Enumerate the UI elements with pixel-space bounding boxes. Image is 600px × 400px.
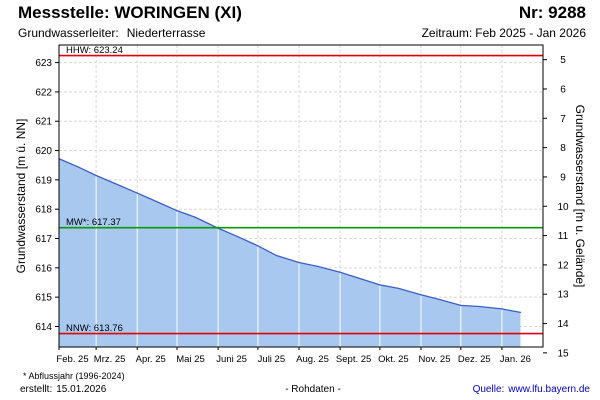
data-point [358,277,360,279]
data-point [298,261,300,264]
data-point [397,287,400,289]
series-area [59,158,521,347]
period-value: Feb 2025 - Jan 2026 [475,26,586,40]
x-tick-label: Aug. 25 [296,354,329,365]
reference-lines-layer: HHW: 623.24 MW*: 617.37 NNW: 613.76 [59,45,543,335]
y-tick-label-right: 12 [557,260,569,271]
data-point [460,304,462,306]
x-tick-label: Mai 25 [176,354,205,365]
data-point [76,166,79,168]
y-tick-label-right: 5 [560,55,566,66]
data-point [275,254,278,257]
data-point [136,192,138,194]
y-tick-label-right: 11 [558,231,569,242]
data-point [420,294,422,296]
source-link[interactable]: www.lfu.bayern.de [508,384,590,395]
data-point [176,210,178,212]
x-tick-label: Juli 25 [258,354,285,365]
footnote: * Abflussjahr (1996-2024) [23,371,125,381]
reference-label-mw: MW*: 617.37 [66,217,121,228]
y-axis-title-left: Grundwasserstand [m ü. NN] [14,119,28,274]
aquifer-value: Niederterrasse [126,26,206,40]
x-tick-label: Sept. 25 [336,354,371,365]
x-tick-label: Feb. 25 [56,354,88,365]
x-tick-label: Nov. 25 [418,354,450,365]
data-point [155,200,157,202]
data-point [236,235,238,237]
y-tick-label-left: 617 [35,234,52,245]
y-tick-label-right: 8 [560,143,566,154]
x-tick-label: Jan. 26 [500,354,531,365]
station-number: Nr: 9288 [518,3,586,22]
period-label: Zeitraum: [421,26,473,40]
data-point [519,311,522,314]
y-tick-label-left: 620 [35,146,52,157]
plot-frame [58,44,544,348]
raw-data-note: - Rohdaten - [285,384,341,395]
x-tick-label: Dez. 25 [458,354,491,365]
data-point [438,298,441,301]
y-tick-label-left: 618 [35,205,52,216]
y-tick-label-left: 614 [35,322,52,333]
data-point [501,308,503,310]
series-layer [58,158,522,347]
data-point [379,284,381,286]
y-axis-title-right: Grundwasserstand [m u. Gelände] [573,105,587,288]
y-tick-label-left: 623 [35,58,52,69]
y-tick-label-right: 13 [557,290,569,301]
source-info[interactable]: Quelle: www.lfu.bayern.de [473,384,590,395]
data-point [478,305,480,308]
y-tick-label-right: 15 [557,348,569,359]
reference-label-hhw: HHW: 623.24 [66,45,123,56]
reference-label-nnw: NNW: 613.76 [66,323,123,334]
y-tick-label-left: 616 [35,263,52,274]
y-tick-label-right: 7 [560,114,566,125]
x-tick-label: Okt. 25 [378,354,409,365]
y-tick-label-left: 621 [35,117,52,128]
y-tick-label-right: 14 [557,319,569,330]
source-label: Quelle: [472,384,505,395]
y-tick-label-right: 9 [560,172,566,183]
aquifer-label: Grundwasserleiter: [18,26,119,40]
y-tick-label-left: 622 [35,87,52,98]
series-line [58,158,521,314]
x-tick-label: Mrz. 25 [94,354,126,365]
data-point [114,182,116,184]
created-info: erstellt: 15.01.2026 [20,384,106,395]
y-tick-label-right: 10 [557,202,569,213]
data-point [194,216,197,219]
y-tick-label-left: 619 [35,175,52,186]
y-tick-label-left: 615 [35,293,52,304]
aquifer-info: Grundwasserleiter: Niederterrasse [18,26,205,40]
data-point [95,174,97,177]
x-tick-label: Apr. 25 [136,354,166,365]
data-point [316,265,319,267]
data-point [257,245,259,247]
axes-layer: 614 615 616 617 618 619 620 621 622 623 5 6 7 8 9 10 11 1… [14,44,587,365]
created-label: erstellt: [20,384,53,395]
station-title: Messstelle: WORINGEN (XI) [18,3,242,22]
created-date: 15.01.2026 [56,384,107,395]
y-tick-label-right: 6 [560,84,566,95]
period-info: Zeitraum: Feb 2025 - Jan 2026 [422,26,586,40]
data-point [339,271,341,273]
x-tick-label: Juni 25 [216,354,247,365]
